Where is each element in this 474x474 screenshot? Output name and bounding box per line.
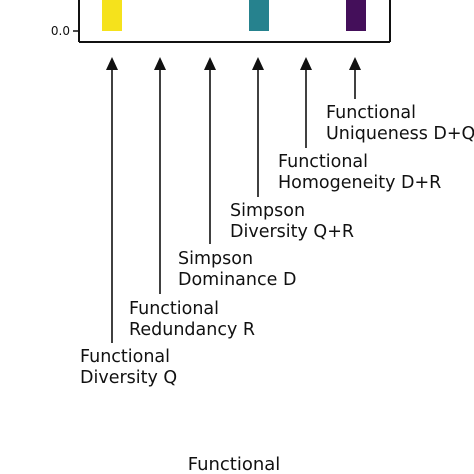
y-tick-label: 0.0 [51, 24, 70, 38]
index-label-line1-5: Functional [278, 152, 368, 172]
index-label-line2-5: Homogeneity D+R [278, 173, 441, 193]
bar-2 [249, 0, 269, 31]
index-label-line2-3: Dominance D [178, 270, 296, 290]
arrow-head-5 [300, 57, 312, 70]
arrow-head-2 [154, 57, 166, 70]
bottom-caption: Functional [188, 454, 281, 474]
bars-group [102, 0, 366, 31]
index-label-line2-4: Diversity Q+R [230, 222, 354, 242]
index-label-line2-6: Uniqueness D+Q [326, 124, 474, 144]
plot-frame: 0.0 [51, 0, 391, 43]
index-label-line1-2: Functional [129, 299, 219, 319]
index-label-line1-6: Functional [326, 103, 416, 123]
arrow-head-3 [204, 57, 216, 70]
index-label-line1-3: Simpson [178, 249, 253, 269]
index-label-line2-1: Diversity Q [80, 368, 177, 388]
arrow-head-4 [252, 57, 264, 70]
bar-3 [346, 0, 366, 31]
arrow-head-1 [106, 57, 118, 70]
index-label-line1-4: Simpson [230, 201, 305, 221]
arrows-group [106, 57, 361, 343]
index-label-line2-2: Redundancy R [129, 320, 255, 340]
index-label-line1-1: Functional [80, 347, 170, 367]
bar-1 [102, 0, 122, 31]
arrow-head-6 [349, 57, 361, 70]
